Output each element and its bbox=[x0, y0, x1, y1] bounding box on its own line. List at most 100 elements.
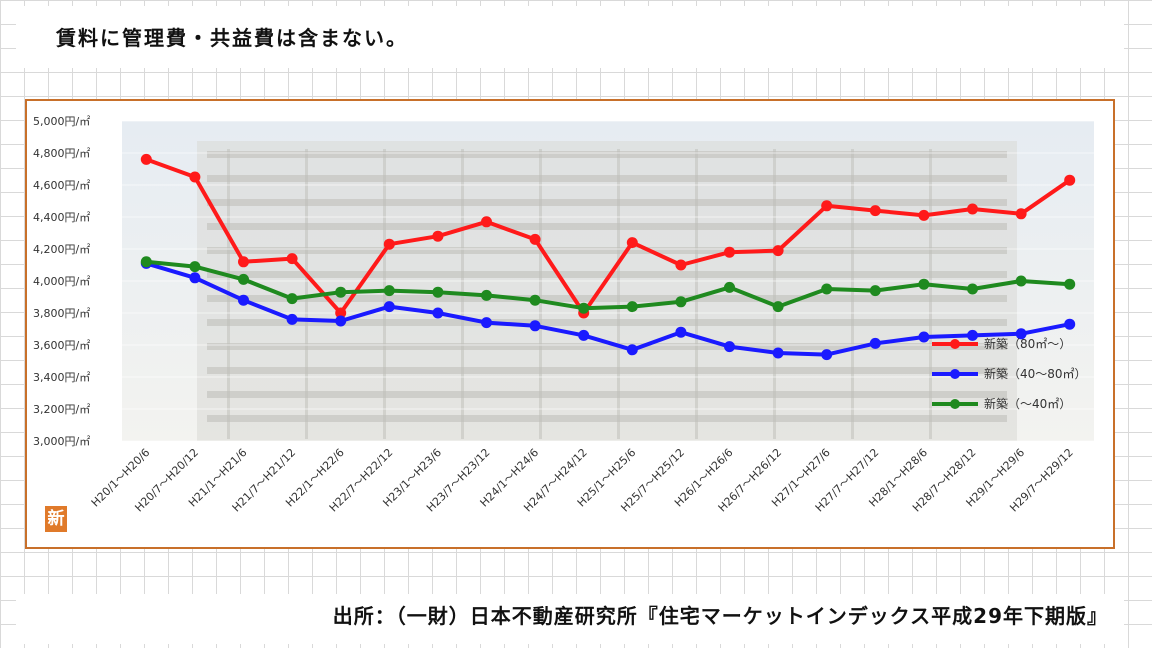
data-point bbox=[918, 331, 930, 343]
building-floor bbox=[207, 271, 1007, 278]
source-citation: 出所：（一財）日本不動産研究所『住宅マーケットインデックス平成29年下期版』 bbox=[332, 604, 1108, 628]
x-axis-ticks: H20/1～H20/6H20/7～H20/12H21/1～H21/6H21/7～… bbox=[89, 446, 1076, 515]
building-column bbox=[617, 149, 620, 439]
legend-marker bbox=[950, 399, 960, 409]
data-point bbox=[529, 294, 541, 306]
y-tick-label: 3,000円/㎡ bbox=[33, 435, 90, 448]
building-column bbox=[929, 149, 932, 439]
data-point bbox=[238, 256, 249, 268]
data-point bbox=[675, 326, 687, 338]
y-tick-label: 4,200円/㎡ bbox=[33, 243, 90, 256]
y-tick-label: 3,200円/㎡ bbox=[33, 403, 90, 416]
building-floor bbox=[207, 343, 1007, 350]
data-point bbox=[529, 233, 541, 245]
data-point bbox=[238, 294, 249, 306]
data-point bbox=[189, 261, 201, 273]
building-floor bbox=[207, 175, 1007, 182]
logo: 新 bbox=[45, 506, 67, 532]
building-floor bbox=[207, 391, 1007, 398]
y-tick-label: 3,600円/㎡ bbox=[33, 339, 90, 352]
building-floor bbox=[207, 199, 1007, 206]
legend-label: 新築（40～80㎡） bbox=[984, 366, 1087, 381]
building-floor bbox=[207, 247, 1007, 254]
y-axis-ticks: 5,000円/㎡ 4,800円/㎡ 4,600円/㎡ 4,400円/㎡ 4,200円/㎡… bbox=[33, 115, 90, 448]
data-point bbox=[967, 283, 978, 295]
rent-note: 賃料に管理費・共益費は含まない。 bbox=[56, 26, 408, 50]
data-point bbox=[1015, 275, 1027, 287]
data-point bbox=[432, 230, 444, 242]
legend-marker bbox=[950, 339, 960, 349]
data-point bbox=[675, 259, 687, 271]
data-point bbox=[140, 153, 152, 165]
data-point bbox=[918, 209, 930, 221]
legend-marker bbox=[950, 369, 960, 379]
series-line bbox=[145, 157, 1071, 315]
data-point bbox=[821, 349, 833, 361]
data-point bbox=[529, 320, 541, 332]
data-point bbox=[335, 286, 347, 298]
data-point bbox=[626, 344, 638, 356]
data-point bbox=[821, 200, 833, 212]
data-point bbox=[286, 313, 298, 325]
data-point bbox=[481, 216, 492, 228]
series bbox=[140, 153, 1076, 361]
y-tick-label: 3,800円/㎡ bbox=[33, 307, 90, 320]
data-point bbox=[967, 203, 978, 215]
building-column bbox=[695, 149, 698, 439]
data-point bbox=[383, 301, 395, 313]
y-tick-label: 3,400円/㎡ bbox=[33, 371, 90, 384]
data-point bbox=[481, 289, 492, 301]
data-point bbox=[1064, 174, 1076, 186]
data-point bbox=[869, 337, 881, 349]
footer-band bbox=[16, 594, 1124, 644]
y-tick-label: 5,000円/㎡ bbox=[33, 115, 90, 128]
data-point bbox=[772, 347, 784, 359]
building-floor bbox=[207, 415, 1007, 422]
building-column bbox=[383, 149, 386, 439]
data-point bbox=[140, 256, 152, 268]
data-point bbox=[578, 329, 590, 341]
y-tick-label: 4,800円/㎡ bbox=[33, 147, 90, 160]
building-floor bbox=[207, 319, 1007, 326]
data-point bbox=[772, 301, 784, 313]
data-point bbox=[1064, 318, 1076, 330]
series-line bbox=[145, 261, 1071, 357]
data-point bbox=[481, 317, 492, 329]
data-point bbox=[724, 281, 735, 293]
data-point bbox=[869, 205, 881, 217]
chart-frame: 5,000円/㎡ 4,800円/㎡ 4,600円/㎡ 4,400円/㎡ 4,200円/㎡… bbox=[25, 99, 1115, 549]
header-band bbox=[16, 6, 1124, 68]
legend-label: 新築（～40㎡） bbox=[984, 396, 1071, 411]
data-point bbox=[675, 296, 687, 308]
data-point bbox=[432, 307, 444, 319]
building-column bbox=[851, 149, 854, 439]
series-line bbox=[146, 259, 1070, 311]
data-point bbox=[383, 238, 395, 250]
data-point bbox=[238, 273, 249, 285]
data-point bbox=[578, 302, 590, 314]
data-point bbox=[626, 301, 638, 313]
building-floor bbox=[207, 295, 1007, 302]
building-column bbox=[539, 149, 542, 439]
data-point bbox=[1015, 328, 1027, 340]
data-point bbox=[918, 278, 930, 290]
rent-line-chart: 5,000円/㎡ 4,800円/㎡ 4,600円/㎡ 4,400円/㎡ 4,200円/㎡… bbox=[33, 115, 1094, 515]
data-point bbox=[869, 285, 881, 297]
y-tick-label: 4,400円/㎡ bbox=[33, 211, 90, 224]
y-tick-label: 4,600円/㎡ bbox=[33, 179, 90, 192]
data-point bbox=[432, 286, 444, 298]
legend-label: 新築（80㎡～） bbox=[984, 336, 1071, 351]
building-floor bbox=[207, 367, 1007, 374]
data-point bbox=[335, 315, 347, 327]
building-floor bbox=[207, 223, 1007, 230]
building-column bbox=[773, 149, 776, 439]
data-point bbox=[724, 246, 735, 258]
data-point bbox=[724, 341, 735, 353]
legend: 新築（80㎡～） 新築（40～80㎡） 新築（～40㎡） bbox=[932, 336, 1087, 411]
data-point bbox=[1015, 208, 1027, 220]
building-floor bbox=[207, 151, 1007, 158]
series-0 bbox=[140, 153, 1076, 319]
data-point bbox=[189, 272, 201, 284]
building-column bbox=[305, 149, 308, 439]
data-point bbox=[383, 285, 395, 297]
